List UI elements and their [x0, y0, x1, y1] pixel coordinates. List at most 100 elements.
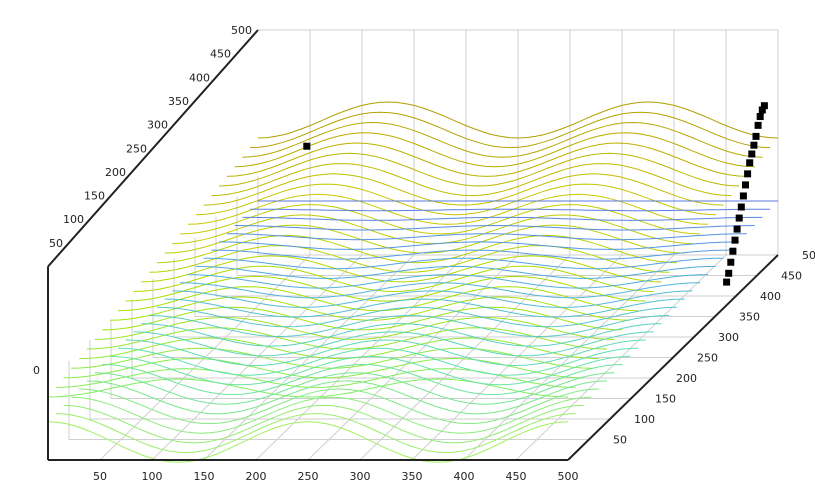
z-tick-label-400: 400 [189, 71, 210, 84]
scatter-point-3 [756, 113, 764, 121]
axis-layer [47, 29, 779, 461]
y-tick-label-150: 150 [655, 393, 676, 406]
x-tick-label-250: 250 [298, 470, 319, 483]
scatter-point-18 [725, 269, 733, 277]
x-tick-label-50: 50 [93, 470, 107, 483]
x-tick-label-200: 200 [246, 470, 267, 483]
z-tick-label-150: 150 [84, 190, 105, 203]
scatter-point-16 [729, 247, 737, 255]
scatter-point-1 [760, 102, 768, 110]
surface-upper-line-10 [125, 275, 646, 302]
surface-upper-line-19 [195, 183, 716, 216]
surface-upper-line-8 [110, 296, 631, 321]
surface-upper-line-21 [211, 163, 732, 197]
scatter-point-8 [746, 159, 754, 167]
scatter-point-15 [731, 236, 739, 244]
y-tick-label-450: 450 [781, 270, 802, 283]
surface-lower-line-19 [195, 265, 716, 279]
surface-lower-line-21 [211, 249, 732, 260]
surface-upper-line-2 [63, 357, 584, 379]
surface-upper-line-20 [203, 173, 724, 206]
surface-upper-line-5 [86, 327, 607, 350]
scatter-layer [303, 102, 768, 286]
scatter-point-5 [752, 132, 760, 140]
x-tick-label-150: 150 [194, 470, 215, 483]
z-tick-label-300: 300 [147, 119, 168, 132]
surface-lower-line-17 [180, 282, 701, 299]
surface-lower-line-24 [234, 224, 755, 231]
surface-lower-line-4 [79, 388, 600, 425]
surface-lower-line-5 [86, 380, 607, 415]
tick-label-layer: 50 100 150 200 250 300 350 400 450 50050100150200… [33, 24, 815, 483]
x-tick-label-400: 400 [454, 470, 475, 483]
surface-upper-line-17 [180, 204, 701, 235]
surface-upper-line-23 [226, 142, 747, 177]
z-tick-label-zero: 0 [33, 364, 40, 377]
surface-upper-line-11 [133, 265, 654, 293]
surface-lower-line-7 [102, 363, 623, 396]
x-tick-label-350: 350 [402, 470, 423, 483]
scatter-point-14 [733, 225, 741, 233]
surface-lower-line-14 [156, 306, 677, 328]
y-tick-label-350: 350 [739, 311, 760, 324]
surface-upper-line-4 [79, 337, 600, 360]
surface-lower-line-16 [172, 290, 693, 308]
scatter-point-2 [758, 106, 766, 114]
z-axis-line-upper [47, 29, 259, 268]
surface-upper-line-25 [242, 121, 763, 158]
scatter-point-12 [737, 203, 745, 211]
surface-lower-line-6 [94, 372, 615, 405]
surface-lower-line-8 [110, 355, 631, 386]
x-tick-label-450: 450 [506, 470, 527, 483]
surface-lower-line-0 [47, 421, 569, 463]
surface-upper-line-12 [141, 255, 662, 283]
surface-lower-line-12 [141, 323, 662, 347]
y-tick-label-300: 300 [718, 331, 739, 344]
scatter-point-17 [727, 258, 735, 266]
surface-lower-line-11 [133, 331, 654, 357]
surface-lower-line-3 [71, 396, 592, 434]
surface-lower-line-9 [117, 347, 639, 376]
scatter-point-11 [739, 192, 747, 200]
surface-lower-line-1 [55, 413, 576, 454]
z-tick-label-350: 350 [168, 95, 189, 108]
scatter-point-10 [742, 181, 749, 189]
surface-lower-line-25 [242, 216, 763, 221]
surface-lower-line-18 [187, 274, 709, 289]
surface-lower-line-15 [164, 298, 685, 318]
z-tick-label-200: 200 [105, 166, 126, 179]
surface-upper-line-7 [102, 306, 623, 331]
x-tick-label-100: 100 [142, 470, 163, 483]
y-tick-label-100: 100 [634, 413, 655, 426]
z-tick-label-50: 50 [49, 237, 63, 250]
y-tick-label-400: 400 [760, 290, 781, 303]
surface-upper-line-6 [94, 316, 615, 340]
z-tick-label-100: 100 [63, 213, 84, 226]
x-tick-label-300: 300 [350, 470, 371, 483]
scatter-point-13 [735, 214, 743, 222]
surface-lower-line-22 [219, 241, 740, 250]
surface-upper-line-13 [149, 245, 670, 273]
z-tick-label-450: 450 [210, 48, 231, 61]
y-tick-label-200: 200 [676, 372, 697, 385]
grid-layer [68, 29, 779, 461]
scatter-point-4 [754, 121, 762, 129]
x-tick-label-500: 500 [558, 470, 579, 483]
surface-upper-line-27 [257, 101, 779, 139]
surface-lower-line-26 [250, 208, 771, 212]
surface-upper-line-26 [250, 111, 771, 149]
surface-lower-line-23 [226, 233, 747, 241]
y-axis-line [567, 254, 779, 461]
surface-upper-line-22 [219, 152, 740, 187]
scatter-point-0 [303, 142, 311, 150]
scatter-point-9 [744, 170, 752, 178]
surface-lower-line-10 [125, 339, 646, 367]
scatter-point-7 [748, 150, 756, 158]
y-tick-label-250: 250 [697, 352, 718, 365]
scatter-point-19 [723, 278, 731, 286]
surface-upper-line-18 [187, 193, 709, 225]
surface-upper-line-9 [117, 286, 639, 312]
surface-upper-line-16 [172, 214, 693, 245]
surface-upper-line-24 [234, 132, 755, 168]
